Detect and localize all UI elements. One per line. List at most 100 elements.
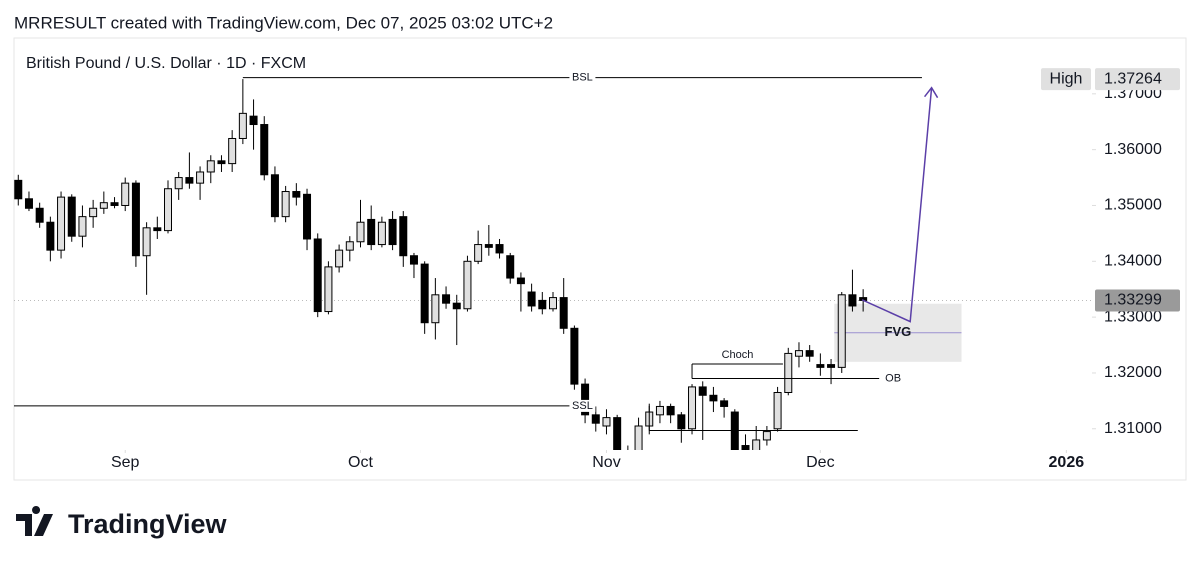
candle-body (634, 425, 643, 450)
level-label-bg (569, 399, 596, 412)
plot-area: BSL SSL Choch OB FVG (14, 71, 1092, 462)
x-tick-label: 2026 (1049, 454, 1085, 471)
candle-body (570, 327, 579, 385)
level-label-bg (569, 71, 596, 84)
candle-body (752, 439, 761, 450)
candle-body (602, 417, 611, 427)
candle-body (228, 137, 237, 165)
candle-body (335, 249, 344, 268)
candle-body (613, 417, 622, 450)
candle-body (805, 350, 814, 357)
candle-body (153, 227, 162, 232)
candle-body (377, 221, 386, 246)
candle-body (99, 202, 108, 209)
candle-body (549, 297, 557, 310)
candle-body (35, 207, 44, 223)
candle-body (78, 216, 87, 237)
candle-body (420, 263, 429, 324)
level-label: SSL (572, 400, 593, 412)
candle-body (495, 244, 504, 254)
y-tick-label: 1.34000 (1104, 253, 1162, 270)
level-label: BSL (572, 72, 593, 84)
candle-body (688, 386, 697, 430)
candle-body (677, 414, 686, 430)
last-price-bg (1095, 289, 1180, 312)
candle-body (538, 299, 547, 310)
logo-text: TradingView (68, 509, 228, 539)
candle-body (110, 202, 119, 206)
candle-body (452, 302, 461, 310)
candle-body (206, 160, 215, 173)
candle-body (399, 216, 408, 257)
candle-body (131, 182, 140, 257)
candle-body (816, 364, 825, 368)
candle-body (784, 352, 793, 393)
candle-body (217, 160, 226, 165)
candle-body (506, 255, 515, 279)
candle-body (409, 255, 418, 265)
candle-body (484, 244, 493, 248)
logo-icon (16, 506, 53, 536)
candle-body (260, 124, 269, 176)
candle-body (356, 221, 365, 243)
high-label-bg (1041, 68, 1091, 91)
candle-body (773, 391, 782, 430)
logo: TradingView (16, 506, 228, 539)
x-tick-label: Dec (806, 454, 834, 471)
candle-body (581, 383, 590, 416)
candle-body (238, 112, 247, 139)
high-value: 1.37264 (1104, 70, 1162, 87)
candle-body (121, 182, 130, 206)
candle-body (848, 294, 857, 307)
level-label: Choch (722, 349, 754, 361)
high-label: High (1050, 70, 1083, 87)
candle-body (527, 291, 536, 307)
candle-body (174, 177, 183, 190)
candle-body (164, 188, 172, 232)
candle-body (741, 445, 750, 450)
candle-body (313, 238, 322, 313)
candle-body (14, 179, 23, 200)
y-tick-label: 1.31000 (1104, 420, 1162, 437)
candle-body (281, 191, 290, 218)
candle-body (837, 294, 846, 368)
candle-body (431, 294, 440, 324)
candle-body (142, 227, 151, 257)
candle-body (559, 297, 568, 329)
x-tick-label: Oct (348, 454, 373, 471)
candle-body (24, 198, 33, 209)
candle-body (709, 394, 718, 402)
high-value-bg (1095, 68, 1180, 91)
candle-body (762, 431, 771, 441)
axes: 1.31000 1.32000 1.33000 1.34000 1.35000 1.360… (111, 68, 1180, 471)
candle-body (270, 174, 279, 218)
arrow-head (923, 86, 939, 99)
candle-body (196, 171, 205, 184)
y-tick-label: 1.35000 (1104, 197, 1162, 214)
fvg-label: FVG (885, 324, 912, 339)
candle-body (185, 177, 194, 184)
candle-body (655, 405, 664, 416)
candle-body (794, 350, 803, 357)
candle-body (516, 277, 525, 285)
level-label-bg (883, 372, 910, 385)
candle-body (57, 196, 66, 251)
candle-body (827, 364, 836, 368)
candle-body (730, 411, 739, 450)
y-tick-label: 1.33000 (1104, 308, 1162, 325)
candle-body (474, 244, 483, 262)
candle-body (249, 115, 258, 126)
candle-body (698, 386, 707, 396)
candle-body (720, 400, 729, 407)
y-tick-label: 1.36000 (1104, 141, 1162, 158)
candle-body (67, 196, 76, 237)
candle-body (442, 294, 451, 304)
candle-body (292, 191, 301, 198)
projection-arrow (861, 87, 933, 323)
candle-body (463, 260, 472, 310)
x-tick-label: Nov (592, 454, 620, 471)
candle-body (624, 451, 631, 462)
candle-body (324, 266, 333, 313)
